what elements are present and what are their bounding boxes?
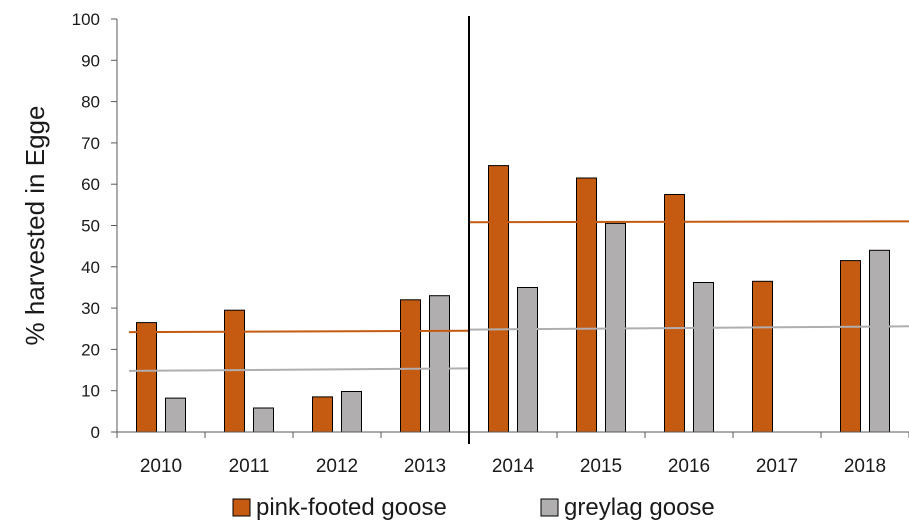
y-tick-label-100: 100: [72, 10, 100, 29]
bar-greylag-2018: [869, 249, 890, 433]
mean-lines-layer: [128, 220, 909, 372]
mean-line-greylag-2010-2013: [128, 367, 470, 372]
legend-swatch-greylag: [540, 498, 559, 517]
bar-greylag-2014: [517, 287, 538, 433]
bar-pink-footed-2010: [136, 322, 157, 433]
bar-pink-footed-2017: [752, 280, 773, 433]
legend-swatch-pink-footed: [232, 498, 251, 517]
y-tick-label-10: 10: [81, 382, 100, 401]
bar-pink-footed-2015: [576, 177, 597, 433]
bar-greylag-2016: [693, 282, 714, 433]
x-tick-label-2013: 2013: [404, 456, 446, 477]
bar-pink-footed-2016: [664, 194, 685, 433]
bar-pink-footed-2013: [400, 299, 421, 433]
x-tick-label-2018: 2018: [844, 456, 886, 477]
legend-label-greylag: greylag goose: [564, 494, 715, 521]
x-tick-label-2017: 2017: [756, 456, 798, 477]
y-tick-label-20: 20: [81, 340, 100, 359]
x-tick-label-2011: 2011: [229, 456, 270, 477]
mean-line-pink-footed-2014-2018: [468, 220, 909, 224]
y-tick-label-50: 50: [81, 217, 100, 236]
x-tick-label-2014: 2014: [492, 456, 535, 477]
bar-greylag-2011: [253, 407, 274, 433]
y-tick-label-80: 80: [81, 93, 100, 112]
y-tick-label-60: 60: [81, 175, 100, 194]
y-tick-label-0: 0: [91, 423, 100, 442]
x-tick-label-2016: 2016: [668, 456, 710, 477]
mean-line-pink-footed-2010-2013: [128, 329, 470, 334]
legend-label-pink-footed: pink-footed goose: [256, 494, 447, 521]
x-tick-label-2015: 2015: [580, 456, 622, 477]
bar-greylag-2013: [429, 295, 450, 433]
y-tick-label-30: 30: [81, 299, 100, 318]
y-tick-label-90: 90: [81, 51, 100, 70]
bar-pink-footed-2014: [488, 165, 509, 433]
bar-greylag-2010: [165, 397, 186, 433]
y-tick-label-40: 40: [81, 258, 100, 277]
bars-layer: [136, 165, 890, 433]
bar-greylag-2012: [341, 391, 362, 433]
mean-line-greylag-2014-2018: [468, 325, 909, 331]
legend: pink-footed goose greylag goose: [232, 494, 715, 521]
x-tick-label-2012: 2012: [316, 456, 358, 477]
y-tick-label-70: 70: [81, 134, 100, 153]
x-tick-label-2010: 2010: [140, 456, 182, 477]
bar-pink-footed-2018: [840, 260, 861, 433]
bar-pink-footed-2012: [312, 396, 333, 433]
y-axis-title: % harvested in Egge: [20, 106, 50, 346]
axes-layer: 0 10 20 30 40 50 60 70 80 90 100 2010 2011 2012 2013 20…: [20, 10, 909, 477]
